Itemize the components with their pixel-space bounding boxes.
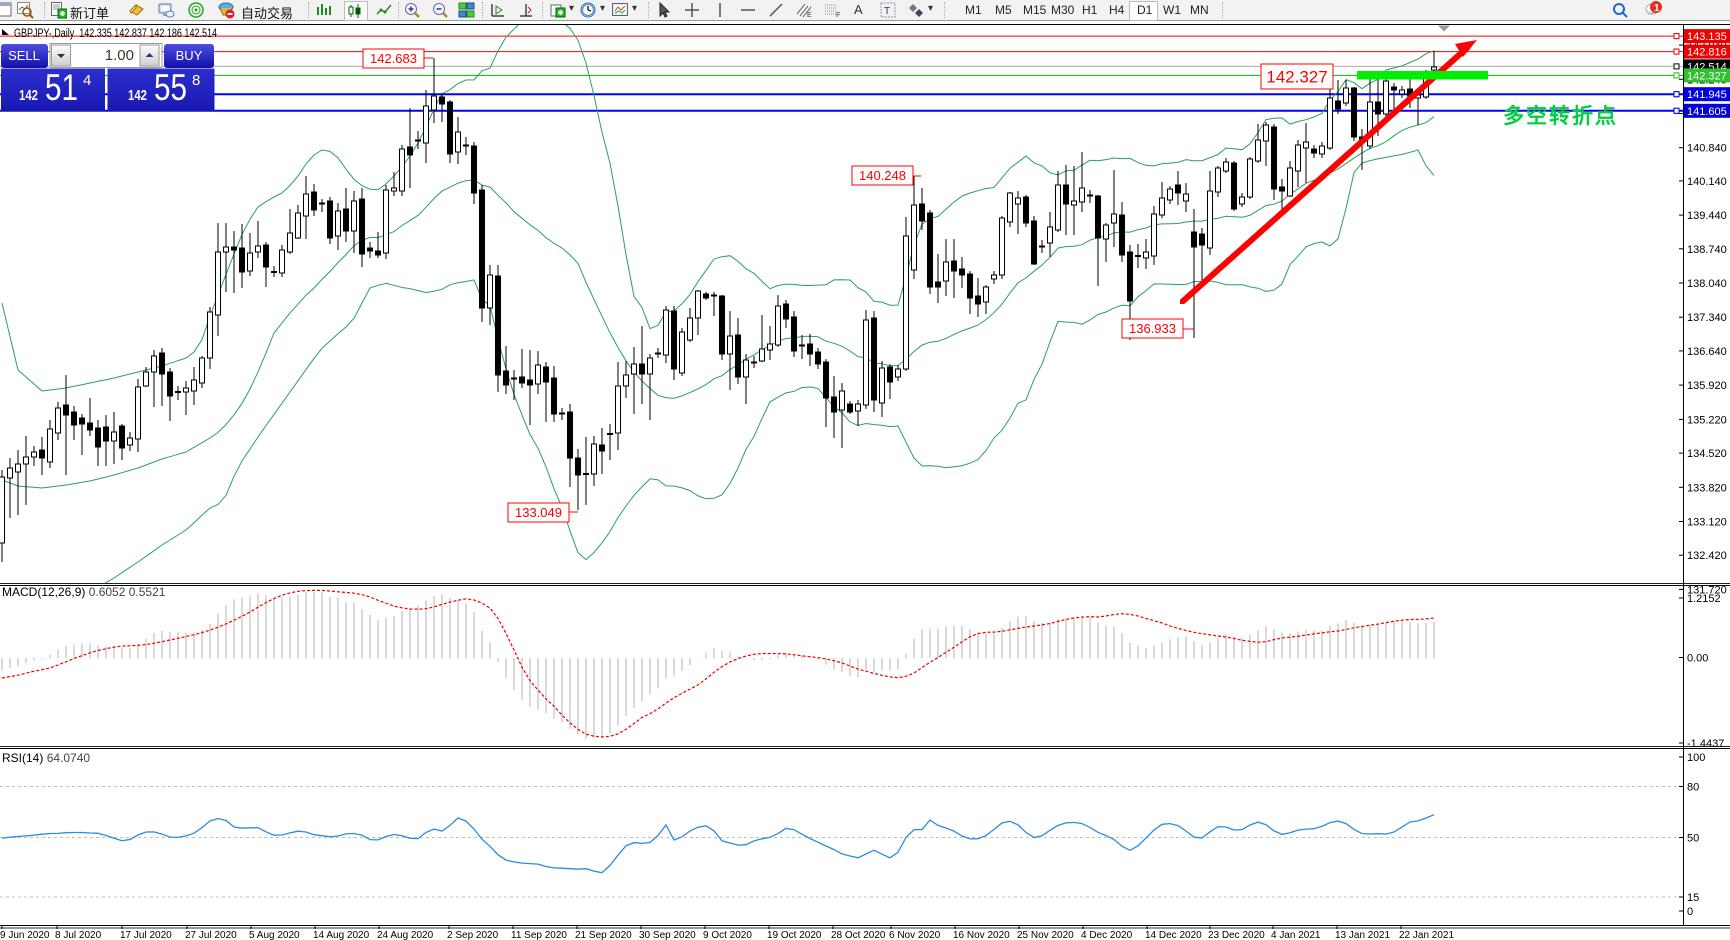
svg-text:55: 55 [154,67,187,108]
svg-text:136.933: 136.933 [1129,321,1176,336]
svg-text:多空转折点: 多空转折点 [1503,104,1618,128]
svg-text:SELL: SELL [8,48,40,63]
svg-text:14 Dec 2020: 14 Dec 2020 [1145,930,1202,940]
svg-text:4: 4 [83,72,91,89]
svg-text:50: 50 [1687,833,1699,845]
svg-text:5 Aug 2020: 5 Aug 2020 [249,930,300,940]
svg-text:1.00: 1.00 [105,47,134,64]
svg-text:MACD(12,26,9) 0.6052 0.5521: MACD(12,26,9) 0.6052 0.5521 [2,585,166,599]
svg-text:80: 80 [1687,782,1699,794]
svg-text:14 Aug 2020: 14 Aug 2020 [313,930,370,940]
svg-text:2 Sep 2020: 2 Sep 2020 [447,930,499,940]
svg-text:133.120: 133.120 [1687,517,1727,529]
svg-text:27 Jul 2020: 27 Jul 2020 [185,930,237,940]
svg-text:11 Sep 2020: 11 Sep 2020 [511,930,567,940]
svg-text:138.040: 138.040 [1687,278,1727,290]
svg-text:21 Sep 2020: 21 Sep 2020 [575,930,632,940]
svg-text:141.945: 141.945 [1687,89,1727,101]
svg-text:25 Nov 2020: 25 Nov 2020 [1017,930,1074,940]
svg-text:141.605: 141.605 [1687,106,1727,118]
svg-text:6 Nov 2020: 6 Nov 2020 [889,930,941,940]
svg-text:8: 8 [192,72,200,89]
svg-text:30 Sep 2020: 30 Sep 2020 [639,930,696,940]
svg-text:E: E [807,12,812,19]
svg-text:140.140: 140.140 [1687,176,1727,188]
svg-text:142: 142 [19,87,38,104]
svg-text:140.840: 140.840 [1687,143,1727,155]
svg-text:1.2152: 1.2152 [1687,593,1721,605]
svg-text:137.340: 137.340 [1687,312,1727,324]
svg-text:4 Dec 2020: 4 Dec 2020 [1081,930,1133,940]
svg-text:0.00: 0.00 [1687,653,1708,665]
svg-text:T: T [884,6,890,17]
svg-text:142.816: 142.816 [1687,47,1727,59]
svg-text:0: 0 [1687,906,1693,918]
svg-text:138.740: 138.740 [1687,244,1727,256]
svg-text:13 Jan 2021: 13 Jan 2021 [1335,930,1390,940]
svg-text:-1.4437: -1.4437 [1687,738,1724,750]
svg-text:28 Oct 2020: 28 Oct 2020 [831,930,886,940]
svg-text:143.135: 143.135 [1687,31,1727,43]
svg-text:BUY: BUY [176,48,203,63]
svg-text:136.640: 136.640 [1687,346,1727,358]
svg-text:100: 100 [1687,752,1705,764]
svg-text:134.520: 134.520 [1687,448,1727,460]
svg-text:19 Oct 2020: 19 Oct 2020 [767,930,822,940]
svg-text:9 Oct 2020: 9 Oct 2020 [703,930,752,940]
svg-text:9 Jun 2020: 9 Jun 2020 [0,930,50,940]
svg-text:GBPJPY-,Daily 142.335 142.837: GBPJPY-,Daily 142.335 142.837 142.186 14… [14,28,217,40]
svg-text:24 Aug 2020: 24 Aug 2020 [377,930,434,940]
svg-text:131.720: 131.720 [1687,584,1727,596]
svg-text:RSI(14) 64.0740: RSI(14) 64.0740 [2,751,90,765]
svg-text:142.683: 142.683 [370,51,417,66]
svg-text:142.327: 142.327 [1266,68,1327,87]
svg-text:15: 15 [1687,892,1699,904]
svg-text:22 Jan 2021: 22 Jan 2021 [1399,930,1454,940]
svg-text:142: 142 [128,87,147,104]
svg-text:23 Dec 2020: 23 Dec 2020 [1208,930,1265,940]
svg-text:139.440: 139.440 [1687,210,1727,222]
svg-text:16 Nov 2020: 16 Nov 2020 [953,930,1010,940]
svg-text:133.820: 133.820 [1687,482,1727,494]
svg-text:132.420: 132.420 [1687,550,1727,562]
svg-text:142.327: 142.327 [1687,70,1727,82]
svg-text:133.049: 133.049 [515,505,562,520]
svg-text:4 Jan 2021: 4 Jan 2021 [1271,930,1321,940]
svg-text:17 Jul 2020: 17 Jul 2020 [120,930,172,940]
svg-text:51: 51 [45,67,78,108]
svg-text:135.220: 135.220 [1687,414,1727,426]
svg-text:8 Jul 2020: 8 Jul 2020 [55,930,102,940]
svg-text:140.248: 140.248 [859,168,906,183]
svg-text:135.920: 135.920 [1687,380,1727,392]
svg-text:1: 1 [1654,3,1660,14]
svg-text:F: F [836,12,840,19]
